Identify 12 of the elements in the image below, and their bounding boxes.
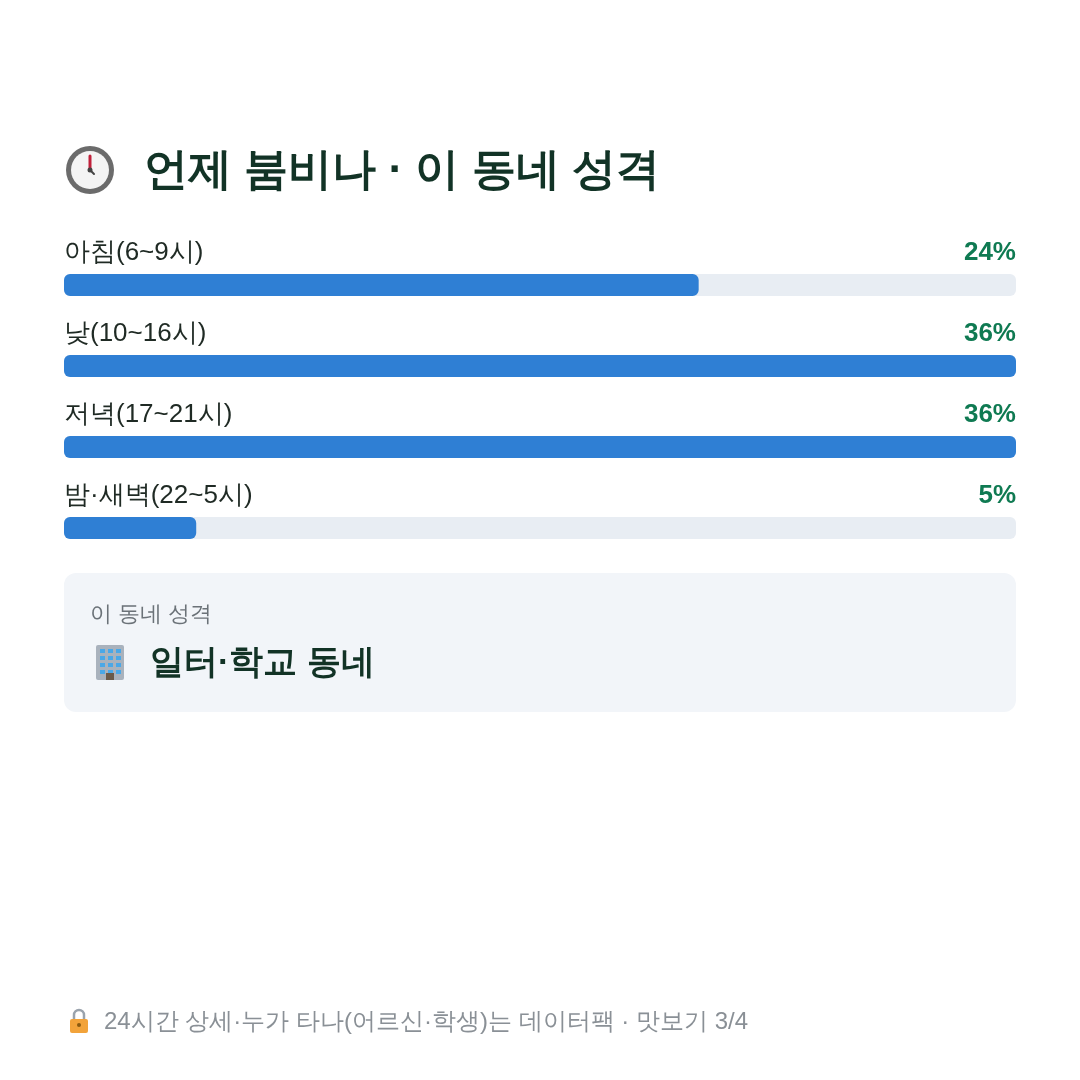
data-label: 5%	[978, 479, 1016, 509]
text: 이 동네 성격	[90, 600, 213, 628]
y-tick-label: 밤·새벽(22~5시)	[64, 479, 253, 509]
data-label: 36%	[963, 398, 1016, 428]
y-tick-label: 저녁(17~21시)	[64, 398, 233, 428]
text: 일터·학교 동네	[150, 641, 375, 682]
data-label: 36%	[963, 317, 1016, 347]
data-label: 24%	[963, 236, 1016, 266]
chart-title: 언제 붐비나 · 이 동네 성격	[144, 143, 660, 195]
y-tick-label: 낮(10~16시)	[64, 317, 207, 347]
text: 24시간 상세·누가 타나(어르신·학생)는 데이터팩 · 맛보기 3/4	[104, 1006, 749, 1036]
y-tick-label: 아침(6~9시)	[64, 236, 204, 266]
